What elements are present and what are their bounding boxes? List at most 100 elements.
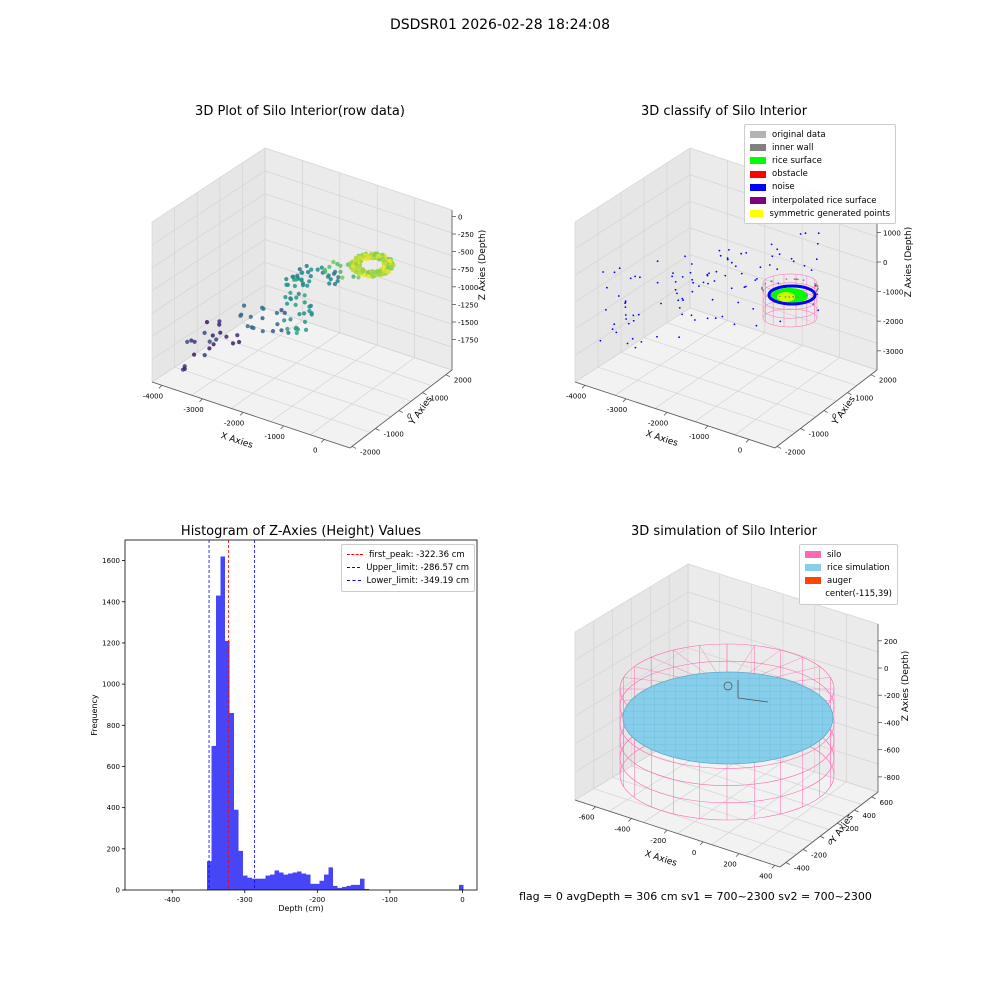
x-tick [239, 412, 244, 416]
noise-point [792, 260, 795, 263]
histogram-x-ticks: -400 -300 -200 -100 0 [164, 890, 465, 904]
noise-point [627, 322, 630, 325]
grid-line [650, 754, 846, 818]
auger-axis [737, 697, 769, 703]
grid-line [219, 337, 412, 402]
noise-point [768, 264, 771, 266]
legend-item-upper-limit: Upper_limit: -286.57 cm [347, 561, 469, 574]
noise-point [816, 242, 819, 245]
data-point [204, 320, 210, 325]
panel4-legend: silo rice simulation auger center(-115,3… [799, 544, 898, 605]
original-point [761, 286, 763, 289]
y-tick [823, 410, 829, 413]
legend-swatch [750, 170, 766, 178]
data-point [366, 274, 371, 279]
legend-item-silo: silo [805, 548, 892, 561]
legend-item-center: center(-115,39) [805, 588, 892, 601]
noise-point [776, 268, 779, 270]
y-tick-label: 600 [107, 763, 120, 771]
noise-point [677, 299, 680, 302]
axis-line [574, 381, 776, 449]
y-tick-label: -1000 [809, 431, 829, 439]
y-tick [820, 835, 825, 839]
noise-point [637, 313, 640, 316]
grid-line [310, 357, 415, 436]
data-point [294, 295, 299, 300]
noise-point [691, 290, 694, 293]
x-tick [704, 425, 709, 430]
noise-point [756, 278, 758, 280]
histogram-xlabel: Depth (cm) [278, 904, 323, 913]
histogram-bar [337, 887, 343, 890]
x-tick [199, 398, 203, 403]
original-point [795, 278, 798, 281]
z-tick-label: -400 [884, 719, 900, 727]
y-tick-label: 0 [407, 413, 411, 421]
grid-line [264, 284, 453, 348]
data-point [291, 274, 296, 279]
data-point [306, 270, 311, 275]
data-point [302, 319, 308, 324]
original-point [806, 294, 809, 296]
legend-label: center(-115,39) [825, 589, 892, 600]
noise-point [599, 339, 602, 342]
grid-line [264, 216, 453, 279]
panel2-ticks: -4000 -3000 -2000 -1000 0 -2000 -1000 0 1000 2000… [566, 229, 904, 456]
z-tick-label: 0 [458, 213, 462, 221]
legend-swatch [750, 183, 766, 191]
data-point [211, 342, 216, 347]
noise-point [730, 287, 733, 290]
data-point [260, 316, 265, 321]
noise-point [707, 282, 709, 285]
data-point [335, 279, 340, 284]
grid-line [694, 344, 803, 422]
y-tick [870, 374, 876, 378]
noise-point [634, 346, 637, 349]
data-point [336, 275, 341, 280]
data-point [295, 273, 300, 278]
original-point [775, 295, 778, 297]
x-tick [158, 385, 163, 389]
data-point [299, 277, 304, 282]
grid-line [197, 352, 391, 418]
y-tick-label: 0 [832, 413, 836, 421]
legend-swatch [750, 144, 766, 152]
histogram-plot-frame [124, 539, 478, 891]
z-tick-label: 0 [884, 665, 888, 673]
y-tick [871, 796, 876, 800]
noise-point [656, 260, 659, 263]
data-point [356, 271, 361, 276]
legend-item-symmetric-generated-points: symmetric generated points [750, 207, 890, 220]
data-point [217, 322, 222, 327]
noise-point [790, 257, 793, 260]
y-tick [854, 809, 859, 813]
y-tick-label: 200 [845, 825, 858, 833]
data-point [354, 255, 358, 260]
noise-point [740, 252, 743, 255]
data-point [300, 270, 305, 275]
axis-line [774, 369, 878, 449]
data-point [375, 255, 380, 259]
data-point [293, 302, 298, 307]
data-point [207, 339, 212, 344]
grid-line [574, 647, 689, 717]
data-point [218, 330, 223, 335]
original-point [816, 285, 819, 288]
noise-point [618, 267, 621, 270]
axis-line [779, 791, 879, 868]
data-point [387, 258, 392, 263]
grid-line [264, 170, 453, 234]
x-tick-label: -2000 [224, 419, 244, 427]
original-point [770, 293, 773, 296]
noise-point [737, 301, 740, 304]
data-point [340, 275, 345, 280]
noise-point [634, 275, 636, 278]
noise-point [613, 271, 616, 274]
grid-line [612, 777, 813, 843]
original-point [796, 278, 799, 281]
y-tick [351, 446, 357, 449]
legend-swatch [805, 551, 821, 559]
original-point [811, 292, 814, 295]
y-tick-label: 200 [107, 845, 120, 853]
histogram-chart: -400 -300 -200 -100 0 0 200 400 600 800 1000 1200 1… [90, 539, 478, 913]
